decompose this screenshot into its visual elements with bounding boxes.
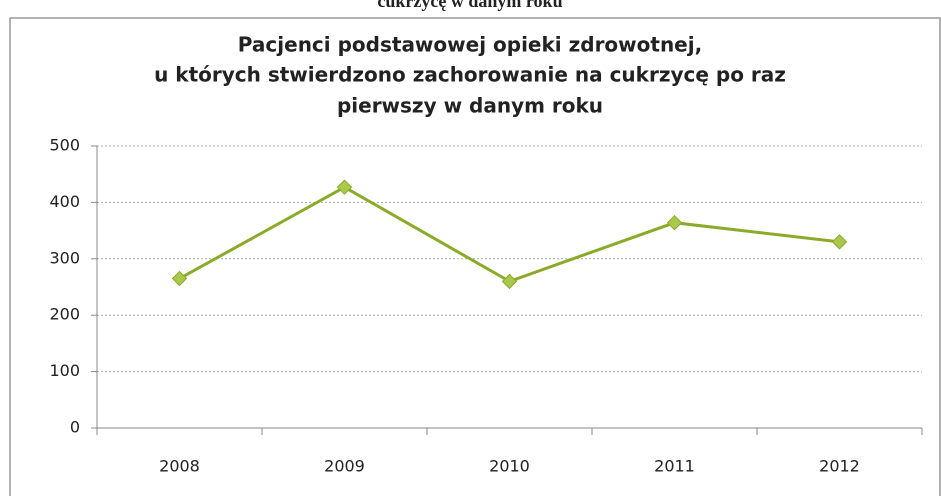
y-tick-label: 500 <box>49 136 80 155</box>
marker <box>666 214 683 231</box>
x-tick-label: 2012 <box>819 457 860 476</box>
y-tick-label: 100 <box>49 361 80 380</box>
x-tick-label: 2011 <box>654 457 695 476</box>
x-tick-label: 2010 <box>489 457 530 476</box>
y-tick-label: 0 <box>70 418 80 437</box>
x-tick-label: 2009 <box>324 457 365 476</box>
chart-title: pierwszy w danym roku <box>337 94 603 118</box>
chart-title: Pacjenci podstawowej opieki zdrowotnej, <box>238 33 702 57</box>
header-text: cukrzycę w danym roku <box>377 0 562 11</box>
y-tick-label: 200 <box>49 305 80 324</box>
chart-frame <box>9 17 941 496</box>
chart-title: u których stwierdzono zachorowanie na cu… <box>154 63 786 87</box>
marker <box>831 234 848 250</box>
y-tick-label: 400 <box>49 192 80 211</box>
marker <box>171 270 188 287</box>
y-tick-label: 300 <box>49 248 80 267</box>
x-tick-label: 2008 <box>159 457 200 476</box>
marker <box>501 273 518 290</box>
marker <box>336 179 353 195</box>
